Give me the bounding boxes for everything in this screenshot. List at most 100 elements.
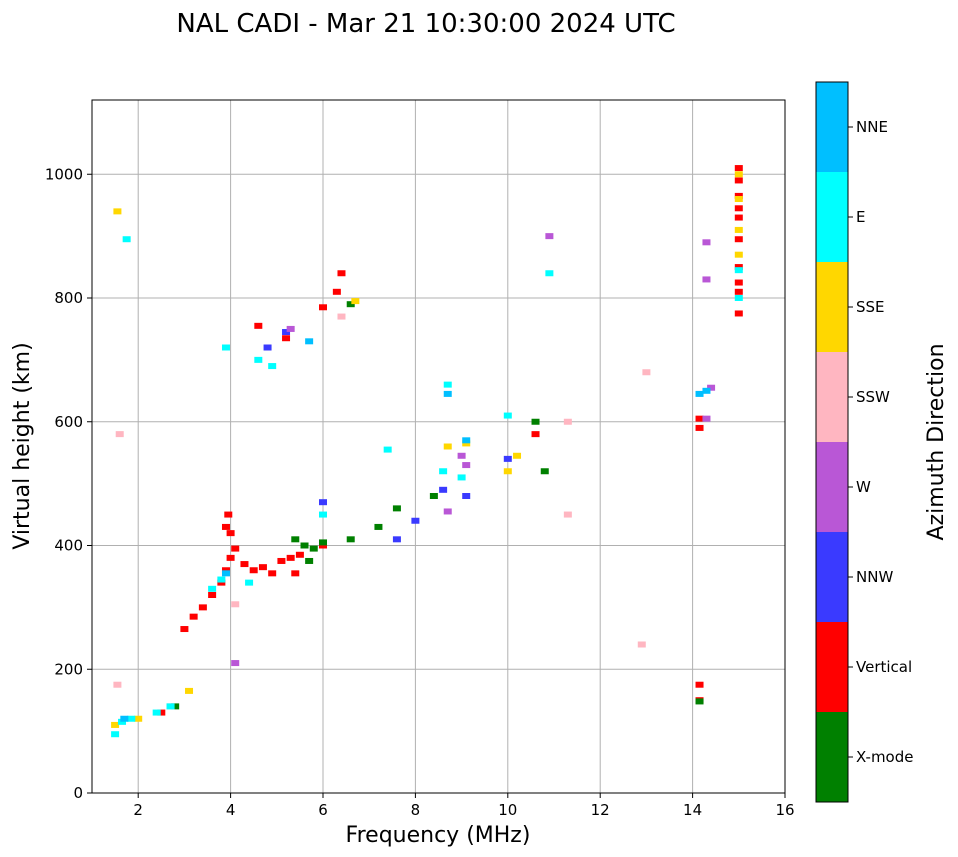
data-point	[291, 536, 300, 543]
data-point	[305, 338, 314, 345]
colorbar-segment	[816, 172, 848, 262]
colorbar-segment	[816, 622, 848, 712]
data-point	[337, 270, 346, 277]
data-point	[134, 715, 143, 722]
data-point	[231, 660, 240, 667]
colorbar-segment	[816, 532, 848, 622]
data-point	[208, 592, 217, 598]
data-point	[531, 418, 540, 425]
data-point	[309, 545, 318, 552]
data-point	[249, 567, 258, 574]
data-point	[231, 545, 240, 552]
data-point	[122, 236, 131, 243]
data-point	[157, 709, 166, 716]
y-tick-label: 800	[54, 289, 83, 307]
data-point	[258, 564, 267, 571]
colorbar-segment	[816, 352, 848, 442]
data-points	[111, 165, 743, 738]
data-point	[540, 468, 549, 475]
y-axis-label: Virtual height (km)	[10, 342, 35, 549]
data-point	[111, 721, 120, 728]
data-point	[351, 298, 360, 305]
data-point	[346, 301, 355, 308]
data-point	[462, 437, 471, 444]
data-point	[443, 443, 452, 450]
data-point	[254, 322, 263, 329]
data-point	[221, 567, 230, 574]
data-point	[217, 576, 226, 583]
data-point	[734, 192, 743, 199]
data-point	[734, 264, 743, 271]
data-point	[268, 363, 277, 370]
colorbar-tick-label: Vertical	[856, 658, 912, 676]
data-point	[240, 561, 249, 568]
data-point	[734, 226, 743, 233]
data-point	[702, 387, 711, 394]
data-point	[702, 239, 711, 246]
data-point	[171, 703, 180, 710]
colorbar-tick-label: W	[856, 478, 871, 496]
data-point	[319, 304, 327, 311]
data-point	[503, 455, 512, 462]
data-point	[734, 236, 743, 243]
data-point	[295, 551, 304, 558]
data-point	[513, 452, 522, 459]
data-point	[221, 570, 230, 577]
colorbar-tick-label: E	[856, 208, 865, 226]
data-point	[702, 415, 711, 422]
data-point	[208, 585, 217, 592]
data-point	[291, 570, 300, 577]
data-point	[221, 344, 230, 351]
data-point	[224, 511, 233, 518]
data-point	[185, 687, 194, 694]
colorbar-tick-label: NNE	[856, 118, 888, 136]
data-point	[695, 424, 704, 431]
data-point	[115, 431, 124, 438]
data-point	[189, 613, 198, 620]
series-x-mode	[171, 301, 704, 710]
data-point	[166, 703, 175, 710]
data-point	[118, 718, 127, 725]
data-point	[286, 554, 295, 561]
data-point	[734, 279, 743, 286]
colorbar-segment	[816, 442, 848, 532]
data-point	[231, 601, 240, 608]
data-point	[120, 715, 129, 722]
x-axis-ticks: 2 4 6 8 10 12 14 16	[133, 793, 795, 819]
data-point	[695, 415, 704, 422]
x-tick-label: 2	[133, 801, 143, 819]
data-point	[226, 554, 235, 561]
data-point	[429, 493, 438, 499]
data-point	[531, 431, 540, 438]
data-point	[637, 641, 646, 648]
series-e	[111, 236, 743, 738]
colorbar-label: Azimuth Direction	[924, 343, 949, 540]
data-point	[346, 536, 355, 543]
data-point	[734, 214, 743, 221]
y-tick-label: 600	[54, 413, 83, 431]
data-point	[695, 681, 704, 688]
series-nnw	[263, 329, 512, 543]
y-tick-label: 1000	[45, 165, 83, 183]
data-point	[462, 462, 471, 469]
x-tick-label: 8	[411, 801, 421, 819]
data-point	[319, 499, 327, 506]
data-point	[263, 344, 272, 351]
data-point	[734, 165, 743, 172]
data-point	[127, 715, 136, 722]
data-point	[503, 468, 512, 475]
series-vertical	[157, 165, 743, 716]
series-sse	[111, 171, 743, 728]
data-point	[113, 681, 122, 688]
data-point	[695, 390, 704, 397]
data-point	[734, 295, 743, 301]
colorbar-segment	[816, 82, 848, 172]
data-point	[254, 356, 263, 363]
data-point	[734, 251, 743, 258]
data-point	[734, 310, 743, 317]
data-point	[319, 542, 327, 549]
data-point	[563, 511, 572, 518]
x-axis-label: Frequency (MHz)	[346, 823, 531, 848]
series-w	[231, 233, 716, 667]
data-point	[180, 626, 189, 633]
